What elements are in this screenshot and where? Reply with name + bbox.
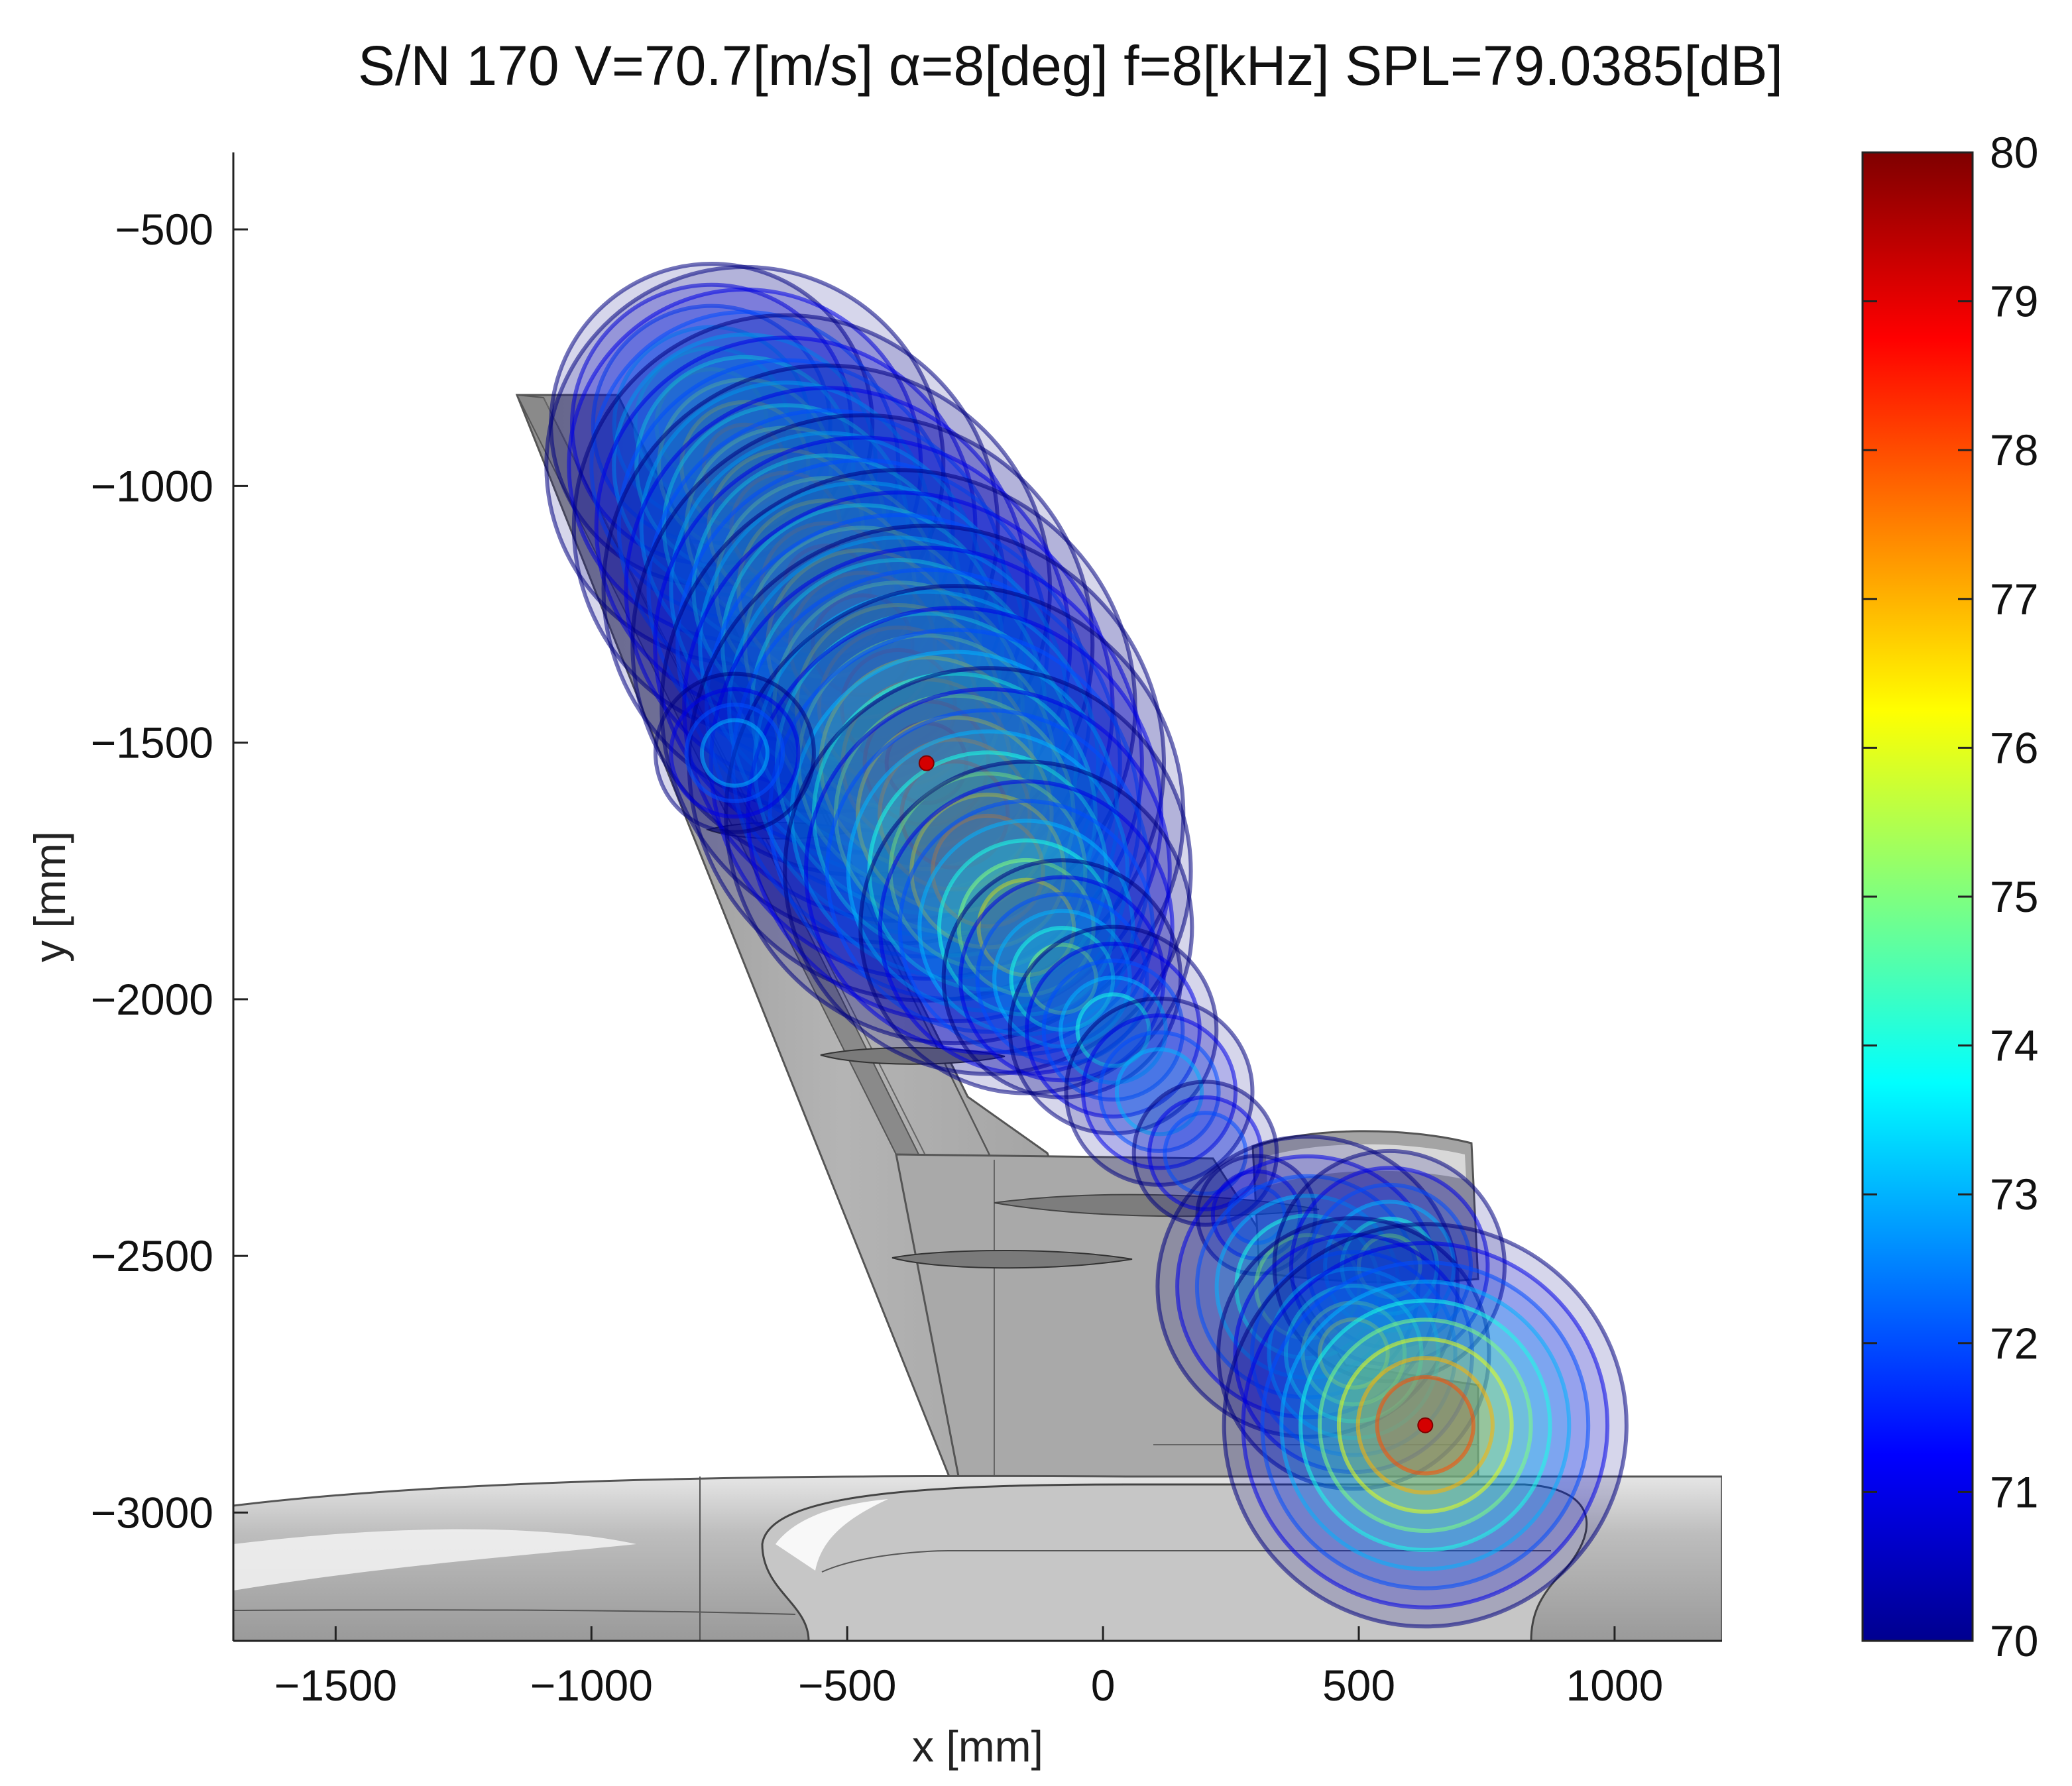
y-tick-label: −1000 <box>91 461 213 510</box>
x-tick-label: 0 <box>1091 1661 1116 1710</box>
x-ticks: −1500 −1000 −500 0 500 1000 <box>274 1626 1664 1710</box>
contour-level-71 <box>669 687 801 819</box>
contour-level-70 <box>653 671 816 834</box>
y-tick-label: −2000 <box>91 975 213 1024</box>
x-tick-label: −1000 <box>530 1661 653 1710</box>
colorbar-tick-label: 74 <box>1990 1021 2038 1070</box>
colorbar-tick-label: 80 <box>1990 128 2038 177</box>
colorbar-tick-label: 78 <box>1990 425 2038 474</box>
peak-marker <box>918 755 935 771</box>
y-axis-label: y [mm] <box>25 831 74 962</box>
colorbar-tick-label: 72 <box>1990 1319 2038 1368</box>
fuselage-seam <box>233 1477 796 1641</box>
colorbar-tick-label: 76 <box>1990 723 2038 772</box>
y-tick-label: −500 <box>115 205 213 254</box>
wing-root-line <box>821 1550 1551 1573</box>
heatmap-source <box>1064 996 1255 1187</box>
colorbar-tick-label: 73 <box>1990 1170 2038 1219</box>
fin-lower-line <box>994 1160 1478 1490</box>
y-tick-label: −3000 <box>91 1488 213 1537</box>
heatmap-source <box>653 671 816 834</box>
chart-title: S/N 170 V=70.7[m/s] α=8[deg] f=8[kHz] SP… <box>358 34 1783 97</box>
colorbar-tick-label: 71 <box>1990 1467 2038 1516</box>
colorbar-tick-label: 75 <box>1990 872 2038 921</box>
contour-level-73 <box>1114 1047 1204 1137</box>
y-tick-label: −2500 <box>91 1231 213 1280</box>
contour-level-73 <box>699 718 770 788</box>
y-tick-label: −1500 <box>91 718 213 767</box>
colorbar-tick-label: 70 <box>1990 1616 2038 1665</box>
colorbar-tick-label: 77 <box>1990 575 2038 624</box>
contour-level-71 <box>1080 1013 1238 1170</box>
x-axis-label: x [mm] <box>912 1722 1043 1771</box>
colorbar-tick-label: 79 <box>1990 277 2038 326</box>
contour-level-72 <box>975 892 1149 1066</box>
x-tick-label: −1500 <box>274 1661 397 1710</box>
fuselage-highlight <box>233 1529 636 1591</box>
peak-marker <box>1417 1417 1434 1433</box>
contour-level-74 <box>1284 1284 1424 1423</box>
x-tick-label: 1000 <box>1566 1661 1664 1710</box>
contour-level-72 <box>1163 1111 1248 1196</box>
wing-root-highlight <box>776 1499 888 1571</box>
fairing-3 <box>892 1250 1133 1269</box>
x-tick-label: −500 <box>798 1661 897 1710</box>
x-tick-label: 500 <box>1322 1661 1395 1710</box>
spl-heatmap <box>544 262 1629 1629</box>
colorbar <box>1861 151 1974 1642</box>
peak-markers <box>918 755 1434 1433</box>
axes <box>232 152 1722 1642</box>
y-ticks: −500 −1000 −1500 −2000 −2500 −3000 <box>91 205 248 1537</box>
colorbar-ticks: 70 71 72 73 74 75 76 77 78 79 80 <box>1863 128 2038 1665</box>
